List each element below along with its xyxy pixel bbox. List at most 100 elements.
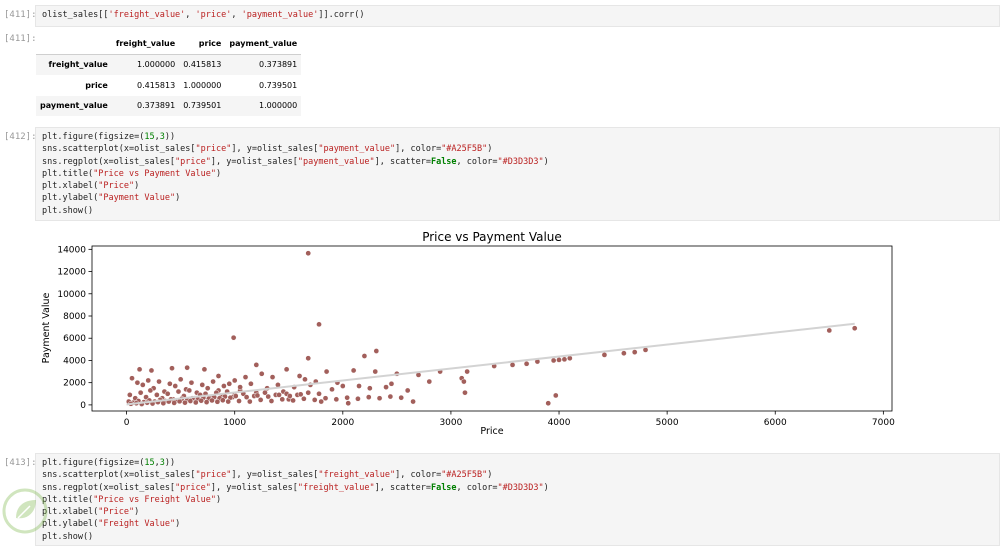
code-token: plt.xlabel( xyxy=(42,507,99,518)
code-token: , color= xyxy=(456,156,498,167)
code-token: ], y=olist_sales[ xyxy=(231,144,319,155)
scatter-point xyxy=(322,395,329,402)
table-cell: 0.415813 xyxy=(137,80,176,90)
scatter-point xyxy=(621,350,627,357)
scatter-point xyxy=(231,377,238,384)
code-editor[interactable]: plt.figure(figsize=(15,3)) sns.scatterplo… xyxy=(42,131,993,217)
code-token: ], y=olist_sales[ xyxy=(210,482,298,493)
table-cell: 1.000000 xyxy=(137,60,176,70)
cell-prompt: [413]: xyxy=(4,458,37,468)
code-token: plt.figure(figsize=( xyxy=(42,132,145,142)
scatter-point xyxy=(226,380,233,387)
code-line: plt.ylabel("Freight Value") xyxy=(42,518,993,530)
scatter-point xyxy=(242,374,249,380)
scatter-point xyxy=(550,357,557,364)
scatter-point xyxy=(398,394,405,401)
scatter-point xyxy=(372,368,379,375)
code-line: plt.title("Price vs Freight Value") xyxy=(42,494,993,506)
scatter-point xyxy=(147,387,154,394)
y-tick-label: 14000 xyxy=(57,245,86,255)
code-line: plt.xlabel("Price") xyxy=(42,506,993,518)
code-token: ], scatter= xyxy=(374,482,431,493)
table-cell: 0.739501 xyxy=(259,80,298,90)
scatter-point xyxy=(198,397,205,404)
code-token: "price" xyxy=(195,470,232,481)
scatter-point xyxy=(187,398,194,404)
x-tick-label: 6000 xyxy=(764,418,787,428)
code-token: , color= xyxy=(456,482,498,493)
code-editor[interactable]: plt.figure(figsize=(15,3)) sns.scatterplo… xyxy=(42,457,993,543)
scatter-point xyxy=(203,399,210,405)
scatter-point xyxy=(215,373,222,379)
regression-line-group xyxy=(126,322,855,406)
output-prompt: [411]: xyxy=(4,34,37,44)
scatter-point xyxy=(851,325,858,332)
code-editor[interactable]: olist_sales[['freight_value', 'price', '… xyxy=(42,9,993,21)
code-token: "freight_value" xyxy=(297,482,375,493)
scatter-point xyxy=(601,352,608,358)
code-token: "price" xyxy=(175,482,211,493)
row-index: freight_value xyxy=(48,60,108,70)
scatter-point xyxy=(316,321,322,328)
code-token: "#A25F5B" xyxy=(441,144,488,155)
scatter-point xyxy=(279,396,286,403)
dataframe-header-row: freight_value price payment_value xyxy=(36,33,302,55)
scatter-point xyxy=(145,377,152,384)
code-token: "Freight Value" xyxy=(98,519,176,530)
code-token: 15 xyxy=(144,132,155,142)
axis-ticks: 0 1000 2000 3000 4000 5000 6000 7000 0 2000 4000 60… xyxy=(57,245,895,428)
code-token: "price" xyxy=(195,144,232,155)
code-line: plt.show() xyxy=(42,531,993,543)
scatter-point xyxy=(177,376,184,383)
regression-line xyxy=(126,322,855,406)
scatter-point xyxy=(344,394,350,401)
scatter-point xyxy=(184,364,190,371)
scatter-point xyxy=(426,378,433,385)
code-token: 3 xyxy=(159,132,165,142)
x-tick-label: 1000 xyxy=(223,418,246,428)
scatter-chart: Price vs Payment Value 0 1000 2000 3000 4000… xyxy=(41,230,895,437)
dataframe-index-header xyxy=(36,33,112,55)
scatter-point xyxy=(552,392,559,399)
code-token: "Price vs Payment Value" xyxy=(93,168,217,179)
scatter-point xyxy=(126,392,133,398)
scatter-point xyxy=(137,389,144,396)
scatter-point xyxy=(204,385,211,392)
x-tick-label: 4000 xyxy=(548,418,571,428)
scatter-point xyxy=(311,397,318,403)
scatter-point xyxy=(404,387,411,394)
code-cell-413[interactable]: plt.figure(figsize=(15,3)) sns.scatterplo… xyxy=(35,453,1000,546)
code-token: olist_sales[[ xyxy=(42,10,109,20)
scatter-point xyxy=(631,349,638,355)
scatter-point xyxy=(339,383,346,389)
x-axis-label: Price xyxy=(480,426,503,437)
code-token: 15 xyxy=(144,458,155,468)
code-token: 'price' xyxy=(195,10,232,20)
code-token: "#D3D3D3" xyxy=(497,482,544,493)
y-tick-label: 2000 xyxy=(63,379,86,389)
code-line: sns.regplot(x=olist_sales["price"], y=ol… xyxy=(42,482,993,494)
code-token: plt.ylabel( xyxy=(42,519,99,530)
code-token: plt.show() xyxy=(42,205,94,216)
code-token: , xyxy=(154,132,160,142)
column-header: price xyxy=(179,33,226,55)
code-cell-411[interactable]: olist_sales[['freight_value', 'price', '… xyxy=(35,5,1000,27)
cell-prompt: [412]: xyxy=(4,132,37,142)
scatter-point xyxy=(305,389,312,396)
scatter-point xyxy=(186,387,193,394)
scatter-point xyxy=(323,368,330,375)
code-token: ) xyxy=(487,470,493,481)
scatter-point xyxy=(361,353,368,359)
code-cell-412[interactable]: plt.figure(figsize=(15,3)) sns.scatterplo… xyxy=(35,127,1000,221)
code-token: ], y=olist_sales[ xyxy=(231,470,319,481)
code-line: plt.xlabel("Price") xyxy=(42,180,993,192)
code-token: ) xyxy=(216,168,222,179)
scatter-point xyxy=(192,399,199,406)
scatter-point xyxy=(210,378,216,385)
code-line: plt.figure(figsize=(15,3)) xyxy=(42,131,993,143)
table-cell: 0.739501 xyxy=(183,101,222,111)
plot-area xyxy=(91,245,893,412)
scatter-point xyxy=(366,385,373,392)
scatter-point xyxy=(253,362,260,368)
code-token: )) xyxy=(164,458,176,468)
